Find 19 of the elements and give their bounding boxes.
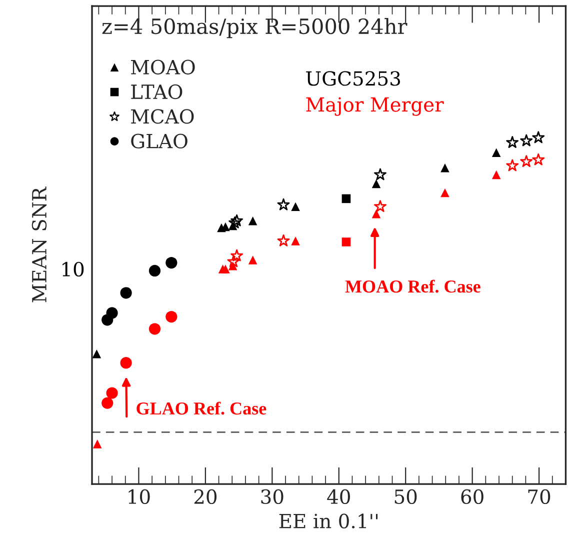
x-tick-label: 10	[128, 489, 150, 504]
x-axis-title: EE in 0.1''	[279, 514, 378, 528]
legend-label: MOAO	[131, 60, 195, 74]
annotation: GLAO Ref. Case	[136, 402, 266, 415]
x-tick-label: 70	[528, 489, 550, 504]
text: Major Merger	[306, 97, 444, 116]
chart-title: z=4 50mas/pix R=5000 24hr	[102, 18, 408, 38]
x-tick-label: 30	[261, 489, 284, 504]
x-tick-label: 20	[194, 489, 217, 504]
annotation: MOAO Ref. Case	[345, 280, 480, 293]
legend-label: MCAO	[131, 109, 194, 124]
x-tick-label: 40	[327, 489, 350, 504]
x-tick-label: 60	[461, 489, 484, 504]
legend-label: LTAO	[131, 84, 182, 100]
text: UGC5253	[306, 71, 400, 86]
text: 10	[62, 262, 84, 277]
x-tick-label: 50	[394, 489, 417, 504]
legend-label: GLAO	[131, 134, 188, 148]
y-axis-title: MEAN SNR	[32, 186, 47, 302]
